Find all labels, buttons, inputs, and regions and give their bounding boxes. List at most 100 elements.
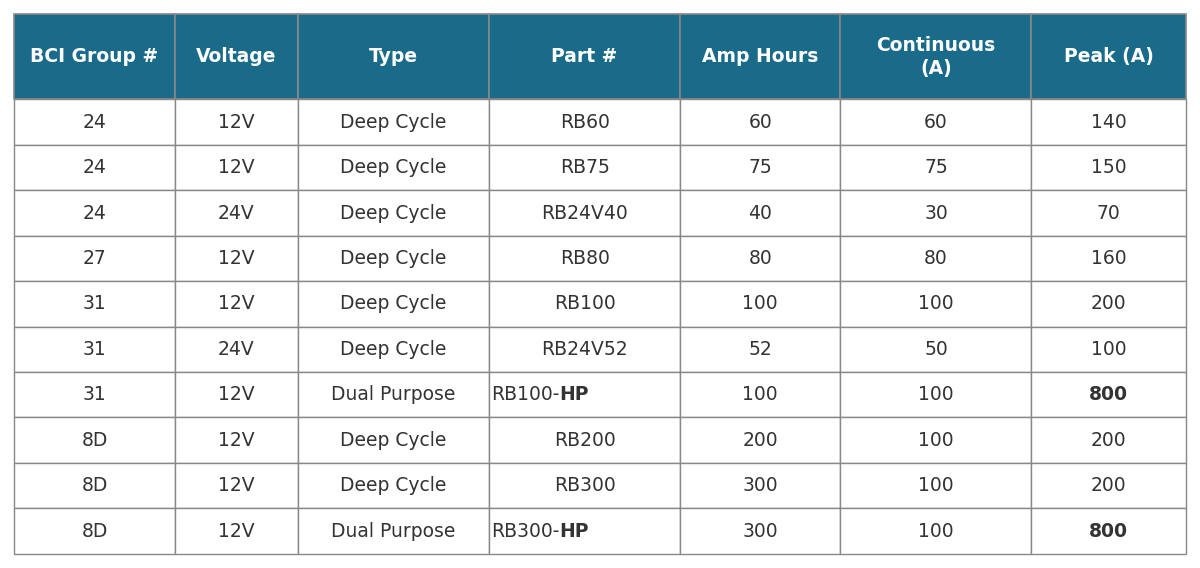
Bar [298,190,490,236]
Text: Continuous
(A): Continuous (A) [876,36,996,78]
Bar [680,327,840,372]
Text: Deep Cycle: Deep Cycle [341,203,446,223]
Bar [298,14,490,99]
Text: BCI Group #: BCI Group # [30,47,158,66]
Bar [1032,145,1186,190]
Text: 100: 100 [918,385,954,404]
Bar [14,372,175,417]
Text: 24: 24 [83,203,107,223]
Text: Deep Cycle: Deep Cycle [341,249,446,268]
Text: Amp Hours: Amp Hours [702,47,818,66]
Bar [490,372,680,417]
Bar [840,236,1032,281]
Text: 800: 800 [1090,521,1128,541]
Text: 12V: 12V [218,521,254,541]
Text: Deep Cycle: Deep Cycle [341,476,446,495]
Bar [14,190,175,236]
Bar [14,236,175,281]
Text: 8D: 8D [82,521,108,541]
Text: HP: HP [559,521,589,541]
Bar [298,417,490,463]
Bar [298,372,490,417]
Bar [298,236,490,281]
Text: 100: 100 [918,431,954,450]
Text: 50: 50 [924,340,948,359]
Text: 80: 80 [749,249,772,268]
Text: 140: 140 [1091,112,1127,132]
Text: 100: 100 [1091,340,1127,359]
Bar [175,14,298,99]
Bar [680,14,840,99]
Text: Voltage: Voltage [196,47,276,66]
Bar [840,14,1032,99]
Bar [298,145,490,190]
Text: 12V: 12V [218,158,254,177]
Text: 100: 100 [743,385,778,404]
Bar [1032,463,1186,508]
Bar [840,327,1032,372]
Bar [298,327,490,372]
Bar [14,281,175,327]
Text: 100: 100 [918,521,954,541]
Bar [840,508,1032,554]
Text: 8D: 8D [82,431,108,450]
Bar [490,14,680,99]
Bar [14,463,175,508]
Text: RB60: RB60 [559,112,610,132]
Bar [14,417,175,463]
Bar [490,236,680,281]
Bar [490,417,680,463]
Bar [840,372,1032,417]
Text: 12V: 12V [218,385,254,404]
Bar [840,417,1032,463]
Bar [14,99,175,145]
Bar [680,145,840,190]
Text: Deep Cycle: Deep Cycle [341,340,446,359]
Bar [680,190,840,236]
Text: Peak (A): Peak (A) [1063,47,1153,66]
Bar [840,190,1032,236]
Bar [1032,190,1186,236]
Bar [175,372,298,417]
Bar [175,99,298,145]
Text: Part #: Part # [552,47,618,66]
Bar [298,99,490,145]
Text: 160: 160 [1091,249,1127,268]
Bar [1032,417,1186,463]
Bar [175,508,298,554]
Bar [1032,508,1186,554]
Text: 200: 200 [1091,476,1127,495]
Text: Dual Purpose: Dual Purpose [331,385,456,404]
Bar [14,14,175,99]
Text: 150: 150 [1091,158,1127,177]
Bar [490,463,680,508]
Text: 40: 40 [749,203,773,223]
Text: 200: 200 [1091,294,1127,314]
Text: 31: 31 [83,340,107,359]
Bar [1032,99,1186,145]
Bar [14,327,175,372]
Bar [298,281,490,327]
Bar [14,508,175,554]
Bar [490,281,680,327]
Text: RB80: RB80 [559,249,610,268]
Text: RB100-: RB100- [491,385,559,404]
Text: RB100: RB100 [553,294,616,314]
Bar [298,508,490,554]
Bar [680,463,840,508]
Text: 200: 200 [743,431,778,450]
Text: RB300-: RB300- [491,521,559,541]
Bar [680,417,840,463]
Bar [1032,372,1186,417]
Text: 12V: 12V [218,294,254,314]
Bar [298,463,490,508]
Bar [175,236,298,281]
Bar [490,145,680,190]
Bar [680,372,840,417]
Text: 12V: 12V [218,249,254,268]
Bar [680,508,840,554]
Text: Deep Cycle: Deep Cycle [341,158,446,177]
Text: 24: 24 [83,158,107,177]
Text: 300: 300 [743,476,778,495]
Text: 24V: 24V [218,340,254,359]
